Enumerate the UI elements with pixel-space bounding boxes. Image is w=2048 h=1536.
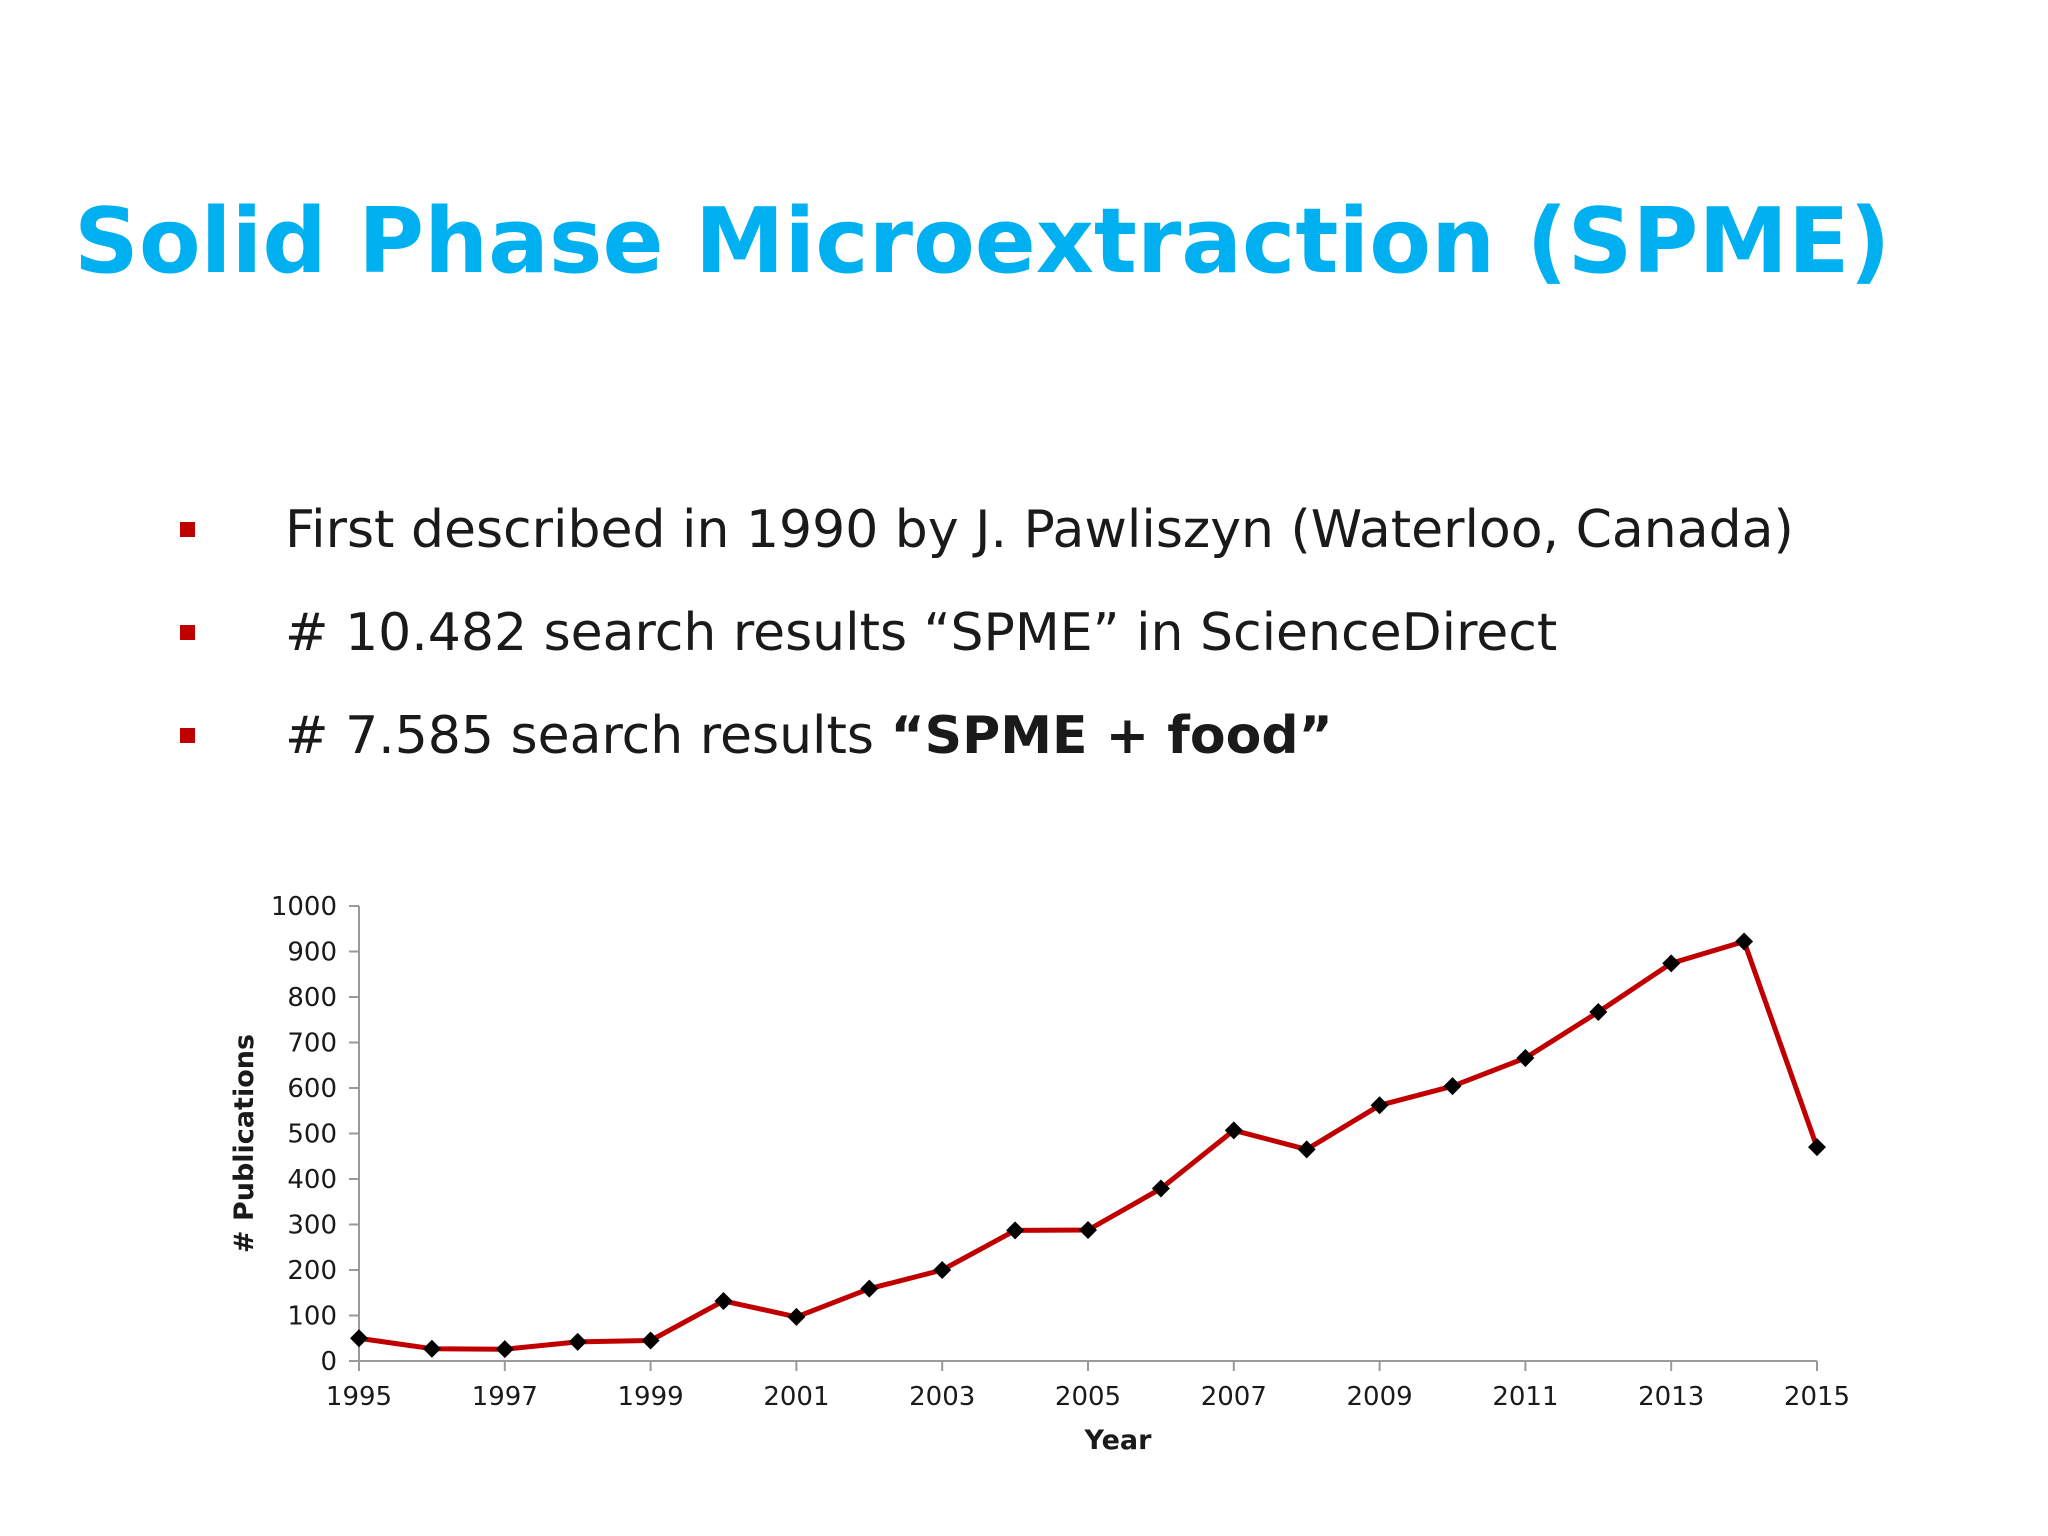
x-axis-label: Year: [1084, 1425, 1153, 1456]
data-point: [714, 1291, 733, 1310]
x-tick-label: 2001: [763, 1382, 829, 1412]
data-point: [1516, 1048, 1535, 1067]
data-point: [1224, 1121, 1243, 1140]
x-tick-label: 2013: [1638, 1382, 1704, 1412]
data-point: [933, 1261, 952, 1279]
series-line: [358, 939, 1820, 1352]
y-axis-label: # Publications: [229, 1034, 260, 1253]
bullet-item: # 7.585 search results “SPME + food”: [180, 684, 1794, 787]
data-point: [350, 1329, 368, 1348]
x-tick-label: 2007: [1201, 1382, 1267, 1412]
data-point: [1443, 1077, 1462, 1096]
bullet-item: # 10.482 search results “SPME” in Scienc…: [180, 581, 1794, 684]
y-tick-label: 500: [287, 1120, 337, 1150]
data-point: [1662, 954, 1681, 973]
data-point: [1589, 1003, 1608, 1022]
x-tick-label: 1995: [326, 1382, 392, 1412]
data-point: [422, 1339, 441, 1358]
bullet-text: First described in 1990 by J. Pawliszyn …: [285, 499, 1794, 560]
x-tick-label: 2011: [1492, 1382, 1558, 1412]
bullet-text: # 7.585 search results “SPME + food”: [285, 706, 1333, 766]
y-tick-label: 400: [287, 1165, 337, 1195]
y-tick-label: 900: [287, 938, 337, 968]
x-tick-label: 2003: [909, 1382, 975, 1412]
data-point: [787, 1307, 806, 1326]
bullet-text-regular: # 7.585 search results: [285, 705, 891, 766]
bullet-list: First described in 1990 by J. Pawliszyn …: [180, 478, 1794, 787]
y-tick-label: 0: [320, 1347, 337, 1377]
bullet-text-bold: “SPME + food”: [890, 705, 1333, 766]
square-bullet-icon: [180, 522, 195, 537]
y-tick-label: 600: [287, 1074, 337, 1104]
y-tick-label: 800: [287, 983, 337, 1013]
data-point: [860, 1279, 879, 1298]
x-tick-label: 2009: [1347, 1382, 1413, 1412]
data-point: [1735, 932, 1754, 951]
data-point: [568, 1332, 587, 1351]
square-bullet-icon: [180, 728, 195, 743]
x-tick-label: 1999: [618, 1382, 684, 1412]
data-point: [495, 1340, 514, 1359]
data-point: [1808, 1138, 1826, 1157]
bullet-item: First described in 1990 by J. Pawliszyn …: [180, 478, 1794, 581]
x-tick-label: 2015: [1784, 1382, 1850, 1412]
bullet-text: # 10.482 search results “SPME” in Scienc…: [285, 602, 1558, 663]
square-bullet-icon: [180, 625, 195, 640]
y-tick-label: 100: [287, 1302, 337, 1332]
data-point: [1006, 1221, 1025, 1240]
data-point: [641, 1331, 660, 1350]
data-point: [1370, 1096, 1389, 1115]
page-title: Solid Phase Microextraction (SPME): [74, 189, 1891, 294]
data-point: [1297, 1140, 1316, 1159]
data-point: [1079, 1220, 1097, 1239]
y-tick-label: 1000: [271, 892, 337, 922]
data-point: [1151, 1179, 1170, 1198]
y-tick-label: 200: [287, 1256, 337, 1286]
y-tick-label: 700: [287, 1029, 337, 1059]
x-tick-label: 2005: [1055, 1382, 1121, 1412]
x-tick-label: 1997: [472, 1382, 538, 1412]
y-tick-label: 300: [287, 1211, 337, 1241]
